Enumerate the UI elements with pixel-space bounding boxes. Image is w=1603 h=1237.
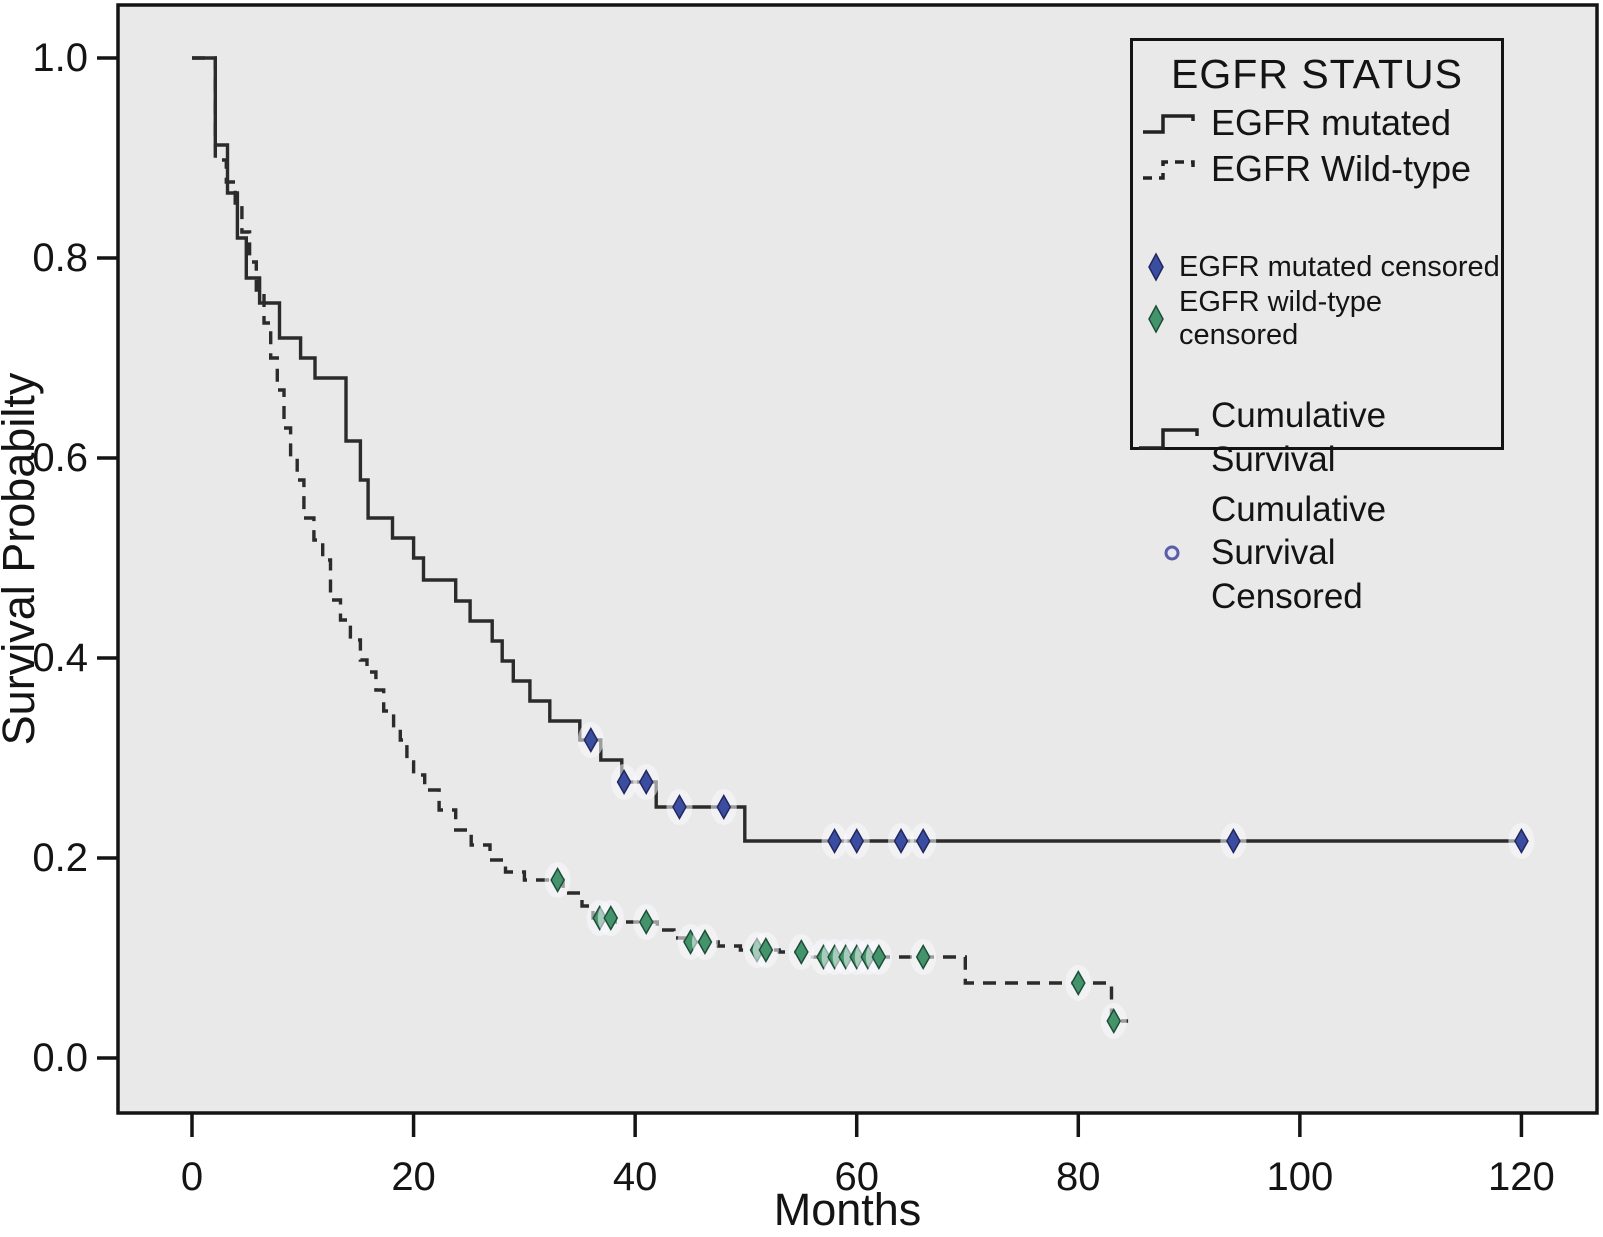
censor-mark-mutated (915, 827, 931, 855)
censor-mark-mutated (716, 793, 732, 821)
y-tick-label: 0.0 (32, 1036, 88, 1080)
legend-item-wildtype: EGFR Wild-type (1133, 148, 1501, 190)
censor-mark-wildtype (871, 943, 887, 971)
legend-item-mutated-censored: EGFR mutated censored (1133, 250, 1501, 284)
cumulative-censor-circle-icon (1133, 541, 1211, 565)
legend-label: Cumulative Survival (1211, 396, 1387, 479)
legend-title: EGFR STATUS (1171, 51, 1463, 97)
censor-mark-wildtype (915, 943, 931, 971)
censor-mark-mutated (849, 827, 865, 855)
legend-label: Cumulative Survival Censored (1211, 489, 1387, 617)
legend-label: EGFR Wild-type (1211, 148, 1472, 189)
dashed-step-line-icon (1133, 154, 1211, 184)
censor-mark-mutated (1226, 827, 1241, 855)
censor-mark-mutated (583, 726, 599, 754)
x-tick-label: 100 (1266, 1155, 1333, 1199)
legend-item-cumulative-censored: Cumulative Survival Censored (1133, 488, 1501, 619)
censor-mark-mutated (672, 793, 687, 821)
y-tick-label: 0.6 (32, 436, 88, 480)
censor-mark-mutated (616, 768, 632, 796)
legend-label: EGFR mutated (1211, 102, 1452, 143)
censor-mark-wildtype (1106, 1007, 1122, 1035)
y-tick-label: 1.0 (32, 36, 88, 80)
legend-box: EGFR STATUS EGFR mutated EGFR Wild-type (1130, 38, 1504, 616)
legend-item-wildtype-censored: EGFR wild-type censored (1133, 286, 1501, 352)
censor-mark-wildtype (638, 908, 654, 936)
censor-mark-wildtype (603, 904, 619, 932)
legend-item-cumulative-survival: Cumulative Survival (1133, 394, 1501, 482)
x-axis-label: Months (774, 1184, 922, 1235)
x-tick-label: 20 (391, 1155, 436, 1199)
censor-mark-mutated (638, 768, 654, 796)
censor-mark-mutated (1514, 827, 1529, 855)
cumulative-step-line-icon (1133, 422, 1211, 454)
x-tick-label: 120 (1488, 1155, 1555, 1199)
censor-mark-wildtype (758, 936, 774, 964)
censor-mark-wildtype (793, 938, 809, 966)
censor-mark-wildtype (1070, 969, 1086, 997)
legend-spacer (1133, 352, 1501, 388)
x-tick-label: 0 (181, 1155, 203, 1199)
y-tick-label: 0.2 (32, 836, 88, 880)
km-curve-wildtype (192, 56, 1129, 1023)
solid-step-line-icon (1133, 108, 1211, 138)
y-axis-label: Survival Probabilty (0, 372, 44, 745)
y-tick-label: 0.8 (32, 236, 88, 280)
censor-mark-mutated (827, 827, 842, 855)
mutated-censor-diamond-icon (1133, 250, 1179, 284)
legend-label: EGFR mutated censored (1179, 250, 1500, 283)
y-tick-label: 0.4 (32, 636, 88, 680)
wildtype-censor-diamond-icon (1133, 302, 1179, 336)
censor-mark-wildtype (697, 928, 713, 956)
legend-spacer (1133, 190, 1501, 248)
legend-label: EGFR wild-type censored (1179, 286, 1383, 351)
x-tick-label: 80 (1056, 1155, 1101, 1199)
censor-mark-wildtype (550, 866, 565, 894)
legend-item-mutated: EGFR mutated (1133, 102, 1501, 144)
x-tick-label: 40 (613, 1155, 658, 1199)
censor-mark-mutated (893, 827, 909, 855)
x-tick-label: 60 (834, 1155, 879, 1199)
